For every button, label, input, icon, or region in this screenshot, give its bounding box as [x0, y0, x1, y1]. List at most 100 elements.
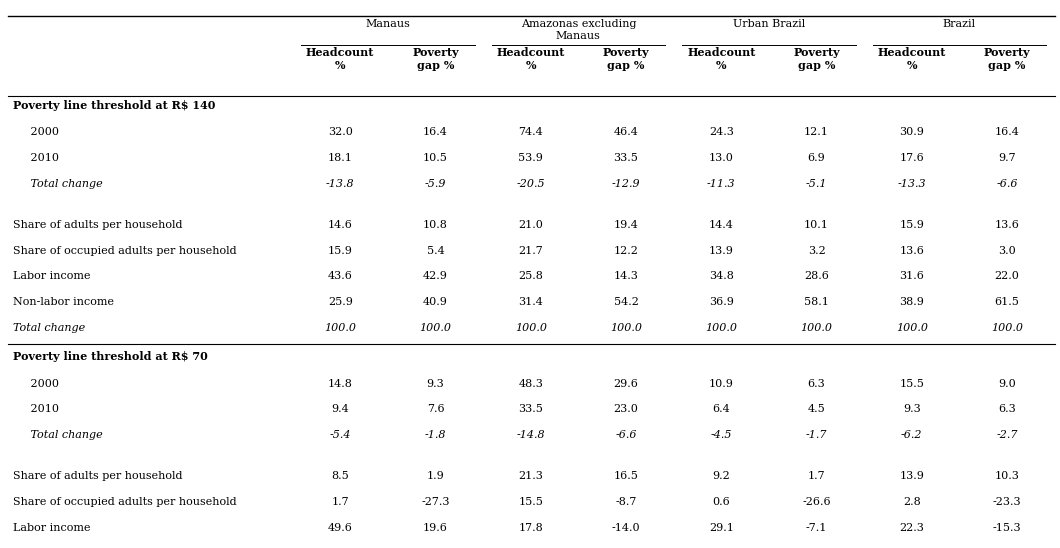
Text: 21.3: 21.3 — [518, 471, 543, 481]
Text: 22.0: 22.0 — [994, 271, 1020, 281]
Text: Share of adults per household: Share of adults per household — [13, 471, 182, 481]
Text: 17.8: 17.8 — [518, 523, 543, 533]
Text: 14.3: 14.3 — [614, 271, 638, 281]
Text: 3.2: 3.2 — [808, 246, 826, 255]
Text: 19.6: 19.6 — [423, 523, 448, 533]
Text: 3.0: 3.0 — [999, 246, 1015, 255]
Text: 13.6: 13.6 — [899, 246, 924, 255]
Text: -6.2: -6.2 — [901, 430, 922, 440]
Text: 15.5: 15.5 — [518, 497, 543, 507]
Text: 21.7: 21.7 — [518, 246, 543, 255]
Text: -5.1: -5.1 — [806, 179, 827, 189]
Text: 25.9: 25.9 — [328, 297, 353, 307]
Text: 13.6: 13.6 — [994, 220, 1020, 230]
Text: 16.4: 16.4 — [423, 127, 448, 137]
Text: 9.2: 9.2 — [712, 471, 730, 481]
Text: 6.3: 6.3 — [808, 379, 826, 389]
Text: 1.7: 1.7 — [332, 497, 349, 507]
Text: Poverty line threshold at R$ 140: Poverty line threshold at R$ 140 — [13, 100, 215, 111]
Text: 40.9: 40.9 — [423, 297, 448, 307]
Text: 9.0: 9.0 — [999, 379, 1015, 389]
Text: 8.5: 8.5 — [332, 471, 349, 481]
Text: 48.3: 48.3 — [518, 379, 543, 389]
Text: 61.5: 61.5 — [994, 297, 1020, 307]
Text: 15.9: 15.9 — [899, 220, 924, 230]
Text: 6.4: 6.4 — [712, 404, 730, 414]
Text: 23.0: 23.0 — [614, 404, 638, 414]
Text: -14.8: -14.8 — [516, 430, 545, 440]
Text: 14.4: 14.4 — [709, 220, 734, 230]
Text: 1.7: 1.7 — [808, 471, 826, 481]
Text: 33.5: 33.5 — [614, 153, 638, 163]
Text: 17.6: 17.6 — [900, 153, 924, 163]
Text: 28.6: 28.6 — [805, 271, 829, 281]
Text: 100.0: 100.0 — [610, 323, 642, 333]
Text: Total change: Total change — [13, 179, 103, 189]
Text: Amazonas excluding
Manaus: Amazonas excluding Manaus — [520, 19, 636, 41]
Text: 14.8: 14.8 — [328, 379, 353, 389]
Text: 18.1: 18.1 — [328, 153, 353, 163]
Text: Headcount
%: Headcount % — [496, 47, 565, 71]
Text: -12.9: -12.9 — [612, 179, 640, 189]
Text: 10.3: 10.3 — [994, 471, 1020, 481]
Text: 30.9: 30.9 — [899, 127, 924, 137]
Text: Labor income: Labor income — [13, 523, 90, 533]
Text: 16.4: 16.4 — [994, 127, 1020, 137]
Text: 100.0: 100.0 — [991, 323, 1023, 333]
Text: 13.9: 13.9 — [899, 471, 924, 481]
Text: -27.3: -27.3 — [421, 497, 449, 507]
Text: 33.5: 33.5 — [518, 404, 543, 414]
Text: 25.8: 25.8 — [518, 271, 543, 281]
Text: 6.3: 6.3 — [999, 404, 1015, 414]
Text: 100.0: 100.0 — [420, 323, 452, 333]
Text: 24.3: 24.3 — [709, 127, 734, 137]
Text: 29.6: 29.6 — [614, 379, 638, 389]
Text: Headcount
%: Headcount % — [306, 47, 374, 71]
Text: 10.9: 10.9 — [709, 379, 734, 389]
Text: Share of occupied adults per household: Share of occupied adults per household — [13, 497, 236, 507]
Text: 100.0: 100.0 — [800, 323, 832, 333]
Text: -14.0: -14.0 — [612, 523, 640, 533]
Text: 29.1: 29.1 — [709, 523, 734, 533]
Text: 34.8: 34.8 — [709, 271, 734, 281]
Text: 10.5: 10.5 — [423, 153, 448, 163]
Text: 31.4: 31.4 — [518, 297, 543, 307]
Text: -4.5: -4.5 — [710, 430, 732, 440]
Text: -6.6: -6.6 — [615, 430, 637, 440]
Text: 13.9: 13.9 — [709, 246, 734, 255]
Text: Labor income: Labor income — [13, 271, 90, 281]
Text: 10.8: 10.8 — [423, 220, 448, 230]
Text: -20.5: -20.5 — [516, 179, 545, 189]
Text: -13.8: -13.8 — [325, 179, 354, 189]
Text: 53.9: 53.9 — [518, 153, 543, 163]
Text: -1.7: -1.7 — [806, 430, 827, 440]
Text: Headcount
%: Headcount % — [878, 47, 946, 71]
Text: 43.6: 43.6 — [328, 271, 353, 281]
Text: 42.9: 42.9 — [423, 271, 448, 281]
Text: -23.3: -23.3 — [993, 497, 1022, 507]
Text: 36.9: 36.9 — [709, 297, 734, 307]
Text: 46.4: 46.4 — [614, 127, 638, 137]
Text: 9.7: 9.7 — [999, 153, 1015, 163]
Text: 100.0: 100.0 — [324, 323, 356, 333]
Text: 2000: 2000 — [13, 127, 58, 137]
Text: 13.0: 13.0 — [709, 153, 734, 163]
Text: Poverty
gap %: Poverty gap % — [793, 47, 840, 71]
Text: -26.6: -26.6 — [802, 497, 831, 507]
Text: 15.9: 15.9 — [328, 246, 353, 255]
Text: 32.0: 32.0 — [328, 127, 353, 137]
Text: 10.1: 10.1 — [805, 220, 829, 230]
Text: 6.9: 6.9 — [808, 153, 826, 163]
Text: -15.3: -15.3 — [993, 523, 1022, 533]
Text: 5.4: 5.4 — [426, 246, 444, 255]
Text: Share of occupied adults per household: Share of occupied adults per household — [13, 246, 236, 255]
Text: Share of adults per household: Share of adults per household — [13, 220, 182, 230]
Text: 58.1: 58.1 — [805, 297, 829, 307]
Text: 2000: 2000 — [13, 379, 58, 389]
Text: 38.9: 38.9 — [899, 297, 924, 307]
Text: 14.6: 14.6 — [328, 220, 353, 230]
Text: Poverty
gap %: Poverty gap % — [984, 47, 1030, 71]
Text: Poverty
gap %: Poverty gap % — [412, 47, 459, 71]
Text: 9.4: 9.4 — [332, 404, 349, 414]
Text: 54.2: 54.2 — [614, 297, 638, 307]
